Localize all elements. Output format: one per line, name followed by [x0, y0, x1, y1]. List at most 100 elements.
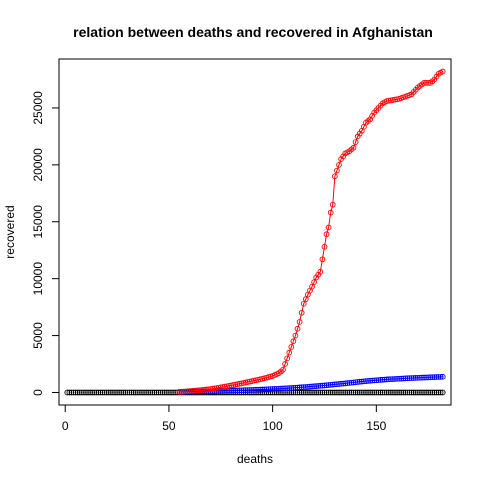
black-point	[375, 389, 382, 396]
red-series-point	[207, 386, 214, 392]
blue-series-point	[371, 377, 378, 384]
black-point	[300, 389, 307, 396]
black-point	[151, 389, 158, 396]
black-point	[134, 389, 141, 396]
black-point	[97, 389, 104, 396]
blue-series-point	[344, 380, 351, 386]
black-point	[313, 389, 320, 396]
red-series-point	[211, 385, 218, 392]
black-point	[153, 389, 160, 396]
black-point	[404, 389, 411, 396]
blue-series-point	[375, 377, 382, 383]
red-series-point	[220, 384, 226, 390]
black-point	[414, 389, 421, 396]
red-series-point	[236, 380, 243, 387]
red-series-point	[327, 209, 334, 216]
black-point	[431, 389, 438, 396]
blue-series-point	[244, 387, 251, 393]
black-point	[122, 389, 129, 396]
black-point	[385, 389, 392, 396]
blue-series-point	[392, 376, 398, 382]
blue-series-point	[350, 379, 357, 386]
red-series-point	[390, 97, 396, 103]
blue-series-point	[261, 386, 268, 393]
black-point	[439, 389, 446, 396]
blue-series-point	[346, 380, 353, 386]
blue-series-point	[439, 373, 446, 380]
blue-series-point	[336, 381, 342, 387]
black-point	[305, 389, 311, 396]
blue-series-point	[398, 375, 405, 382]
blue-series-point	[259, 386, 266, 393]
red-series-point	[213, 385, 220, 391]
black-point	[429, 389, 436, 396]
black-point	[354, 389, 361, 396]
blue-series-point	[367, 377, 373, 384]
black-point	[383, 389, 390, 396]
red-series-point	[421, 80, 427, 86]
black-point	[433, 389, 440, 396]
black-point	[166, 389, 172, 396]
black-point	[402, 389, 409, 396]
red-series-point	[286, 349, 293, 356]
red-series-point	[226, 382, 232, 389]
red-series-point	[323, 231, 330, 238]
red-series-point	[332, 173, 338, 180]
blue-series-point	[284, 385, 290, 392]
blue-series-point	[294, 384, 301, 391]
black-point	[128, 389, 135, 396]
black-point	[72, 389, 79, 396]
red-series-point	[203, 386, 210, 393]
red-series-point	[228, 382, 234, 389]
black-point	[365, 389, 371, 396]
red-series-point	[230, 382, 237, 388]
blue-series-point	[307, 383, 313, 390]
blue-series-point	[419, 374, 425, 381]
black-point	[64, 389, 71, 396]
black-points-series	[64, 389, 446, 396]
blue-series-point	[421, 374, 427, 381]
red-series-point	[350, 144, 357, 151]
blue-series-point	[423, 374, 429, 381]
red-series-point	[201, 386, 208, 393]
red-series-point	[288, 344, 295, 350]
black-point	[141, 389, 147, 396]
red-series-point	[197, 387, 203, 394]
blue-series-point	[390, 376, 396, 382]
black-point	[388, 389, 394, 396]
blue-series-point	[273, 385, 280, 392]
black-point	[323, 389, 330, 396]
black-point	[108, 389, 114, 396]
black-point	[302, 389, 309, 396]
black-point	[390, 389, 396, 396]
red-series-point	[319, 256, 326, 263]
red-series-point	[329, 201, 336, 208]
red-series-point	[205, 386, 212, 393]
black-point	[419, 389, 425, 396]
black-point	[93, 389, 100, 396]
black-point	[81, 389, 87, 396]
blue-series-point	[348, 379, 355, 386]
black-point	[377, 389, 384, 396]
black-point	[89, 389, 96, 396]
black-point	[116, 389, 122, 396]
blue-series-point	[305, 383, 311, 390]
red-series-point	[383, 98, 390, 104]
blue-series-point	[388, 376, 394, 383]
blue-series-point	[309, 383, 315, 390]
y-tick-label: 10000	[31, 262, 45, 296]
black-point	[381, 389, 388, 396]
blue-series-point	[278, 385, 284, 392]
black-point	[417, 389, 423, 396]
blue-series-point	[425, 374, 432, 381]
red-series-point	[302, 296, 309, 303]
red-series-point	[321, 243, 328, 250]
black-point	[371, 389, 378, 396]
red-series-point	[336, 161, 342, 168]
red-series-point	[234, 381, 241, 388]
red-series-point	[317, 268, 324, 275]
x-axis-label: deaths	[237, 452, 273, 466]
red-series-point	[180, 388, 187, 395]
red-series-point	[284, 355, 290, 362]
x-axis: 0 50 100 150	[62, 405, 387, 433]
